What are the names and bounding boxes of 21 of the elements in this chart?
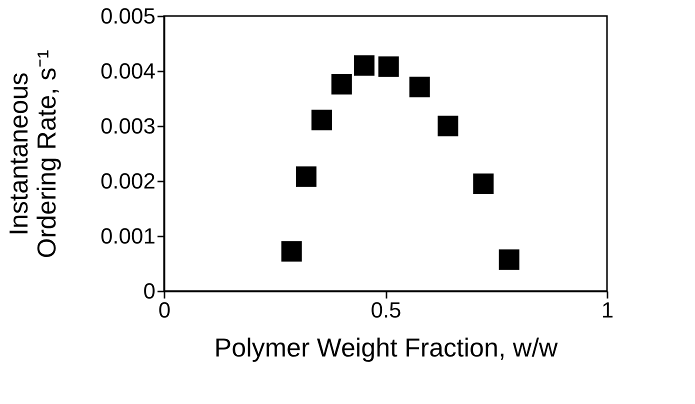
y-tick-label: 0.005	[100, 4, 156, 28]
point	[281, 241, 302, 262]
point	[498, 249, 520, 270]
point	[438, 116, 458, 136]
y-tick-label: 0.002	[100, 168, 156, 194]
x-tick-label: 1	[601, 298, 614, 322]
point	[378, 56, 399, 77]
y-axis-title: Instantaneous Ordering Rate, s⁻¹	[3, 49, 62, 258]
point	[311, 110, 332, 130]
x-axis-title: Polymer Weight Fraction, w/w	[214, 332, 558, 362]
point	[409, 76, 430, 98]
y-tick-label: 0.001	[100, 224, 156, 248]
y-tick-label: 0.003	[100, 114, 156, 138]
point	[354, 55, 374, 76]
x-tick-label: 0.5	[370, 298, 402, 322]
y-tick-label: 0	[143, 278, 156, 304]
x-tick-label: 0	[158, 298, 171, 322]
point	[473, 174, 494, 194]
y-tick-label: 0.004	[100, 58, 156, 84]
point	[296, 166, 316, 187]
point	[331, 74, 352, 94]
